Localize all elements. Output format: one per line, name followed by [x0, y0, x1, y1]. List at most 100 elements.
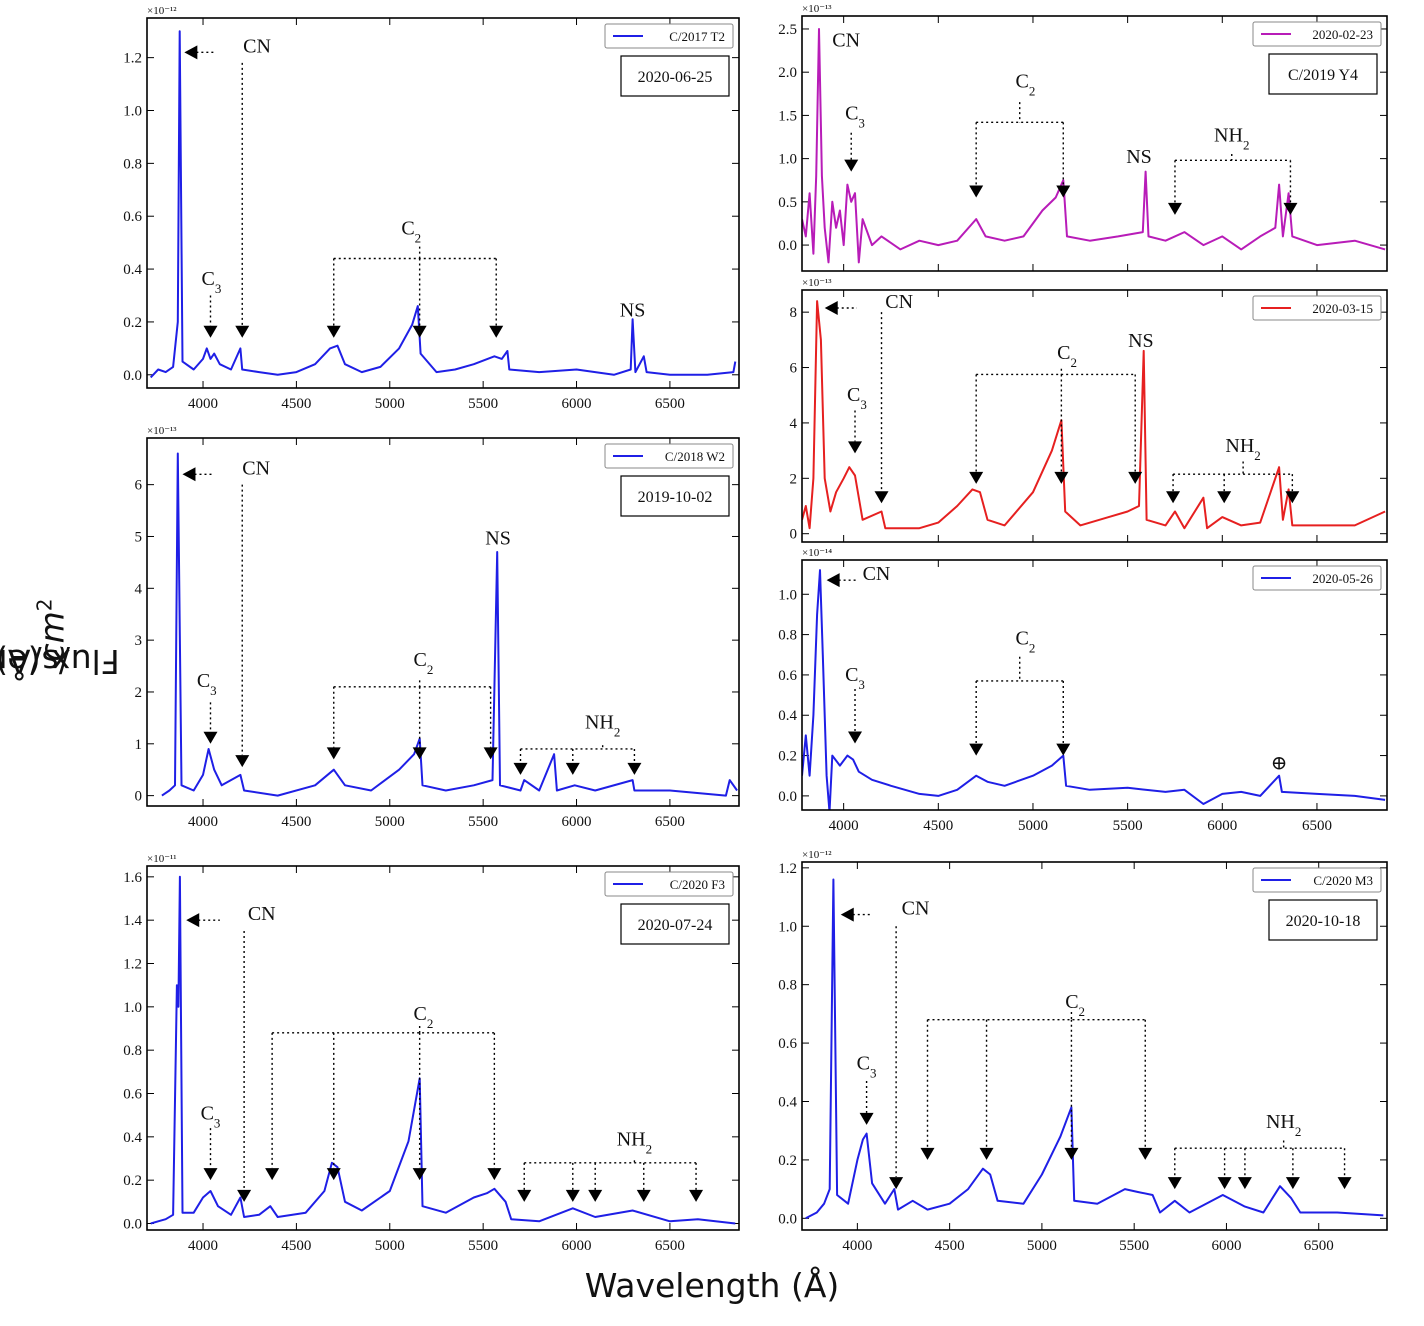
y-tick-label: 0.6 [778, 1036, 797, 1052]
date-label: 2020-06-25 [638, 69, 713, 86]
y-tick-label: 3 [135, 633, 143, 649]
arrowhead [489, 325, 504, 338]
y-tick-label: 6 [135, 478, 143, 494]
y-tick-label: 0.0 [123, 1217, 142, 1233]
y-tick-label: 0.2 [123, 315, 142, 331]
species-label: CN [902, 898, 930, 920]
plot-frame [146, 437, 740, 807]
arrowhead [1337, 1177, 1352, 1190]
arrowhead [1285, 1177, 1300, 1190]
arrowhead [235, 325, 250, 338]
panel-bottom-left: 4000 4500 5000 5500 6000 6500 0.0 0.2 0.4 0.6 0.8 1… [123, 853, 740, 1254]
legend-label: C/2017 T2 [669, 29, 725, 44]
arrowhead [412, 747, 427, 760]
species-label: CN [248, 903, 276, 925]
y-tick-label: 1.6 [123, 870, 142, 886]
cn-arrowhead [824, 301, 838, 315]
arrowhead [689, 1189, 704, 1202]
y-tick-label: 0.4 [778, 1094, 797, 1110]
date-label: 2019-10-02 [638, 489, 713, 506]
y-tick-label: 0.8 [778, 978, 797, 994]
y-tick-label: 1.2 [123, 51, 142, 67]
y-tick-label: 0.8 [123, 156, 142, 172]
arrowhead [1237, 1177, 1252, 1190]
arrowhead [237, 1189, 252, 1202]
y-tick-label: 1.4 [123, 913, 142, 929]
y-tick-label: 4 [135, 581, 143, 597]
x-tick-label: 6500 [655, 1238, 685, 1254]
y-tick-label: 0.4 [123, 1130, 142, 1146]
y-tick-label: 0.8 [778, 628, 797, 644]
species-label: C2 [1015, 71, 1035, 99]
species-label: NH2 [617, 1129, 652, 1157]
species-label: C2 [1065, 991, 1085, 1019]
y-tick-label: 0.0 [778, 1211, 797, 1227]
arrowhead [265, 1168, 280, 1181]
x-tick-label: 4500 [935, 1238, 965, 1254]
plot-frame [801, 861, 1388, 1231]
species-label: C2 [1057, 342, 1077, 370]
y-tick-label: 0.6 [123, 209, 142, 225]
plot-frame [801, 289, 1388, 543]
arrowhead [513, 762, 528, 775]
cn-arrowhead [182, 467, 196, 482]
species-label: NS [1126, 146, 1152, 168]
y-tick-label: 1.2 [778, 861, 797, 877]
arrowhead [565, 1189, 580, 1202]
arrowhead [1285, 491, 1300, 504]
species-label: C3 [857, 1052, 877, 1080]
arrowhead [517, 1189, 532, 1202]
species-label: NS [620, 300, 646, 322]
y-tick-label: 0.6 [123, 1087, 142, 1103]
x-tick-label: 5000 [375, 1238, 405, 1254]
y-tick-label: 2.5 [778, 22, 797, 38]
species-label: CN [242, 457, 270, 479]
arrowhead [412, 325, 427, 338]
arrowhead [874, 491, 889, 504]
y-tick-label: 4 [790, 416, 798, 432]
arrowhead [235, 755, 250, 768]
arrowhead [969, 743, 984, 756]
y-tick-label: 0.6 [778, 668, 797, 684]
x-tick-label: 5500 [468, 814, 498, 830]
y-tick-label: 8 [790, 305, 798, 321]
arrowhead [1056, 743, 1071, 756]
legend-label: C/2018 W2 [665, 449, 725, 464]
species-label: NS [1128, 330, 1154, 352]
y-tick-label: 6 [790, 361, 798, 377]
species-label: C3 [201, 1103, 221, 1131]
legend-box [604, 871, 734, 897]
y-tick-label: 1.0 [778, 152, 797, 168]
arrowhead [627, 762, 642, 775]
date-box [620, 55, 730, 97]
legend-box [1252, 21, 1382, 47]
y-tick-label: 2.0 [778, 65, 797, 81]
scale-label: ×10⁻¹¹ [147, 853, 177, 865]
y-tick-label: 0.0 [778, 238, 797, 254]
plot-frame [801, 559, 1388, 811]
panel-top-left: 4000 4500 5000 5500 6000 6500 0.0 0.2 0.4 0.6 0.8 1… [123, 5, 740, 412]
x-tick-label: 4500 [281, 1238, 311, 1254]
x-tick-label: 5500 [1119, 1238, 1149, 1254]
date-label: C/2019 Y4 [1288, 67, 1358, 84]
arrowhead [326, 325, 341, 338]
legend-box [604, 443, 734, 469]
x-tick-label: 6500 [1304, 1238, 1334, 1254]
legend-label: C/2020 F3 [670, 877, 725, 892]
species-label: C2 [1015, 628, 1035, 656]
species-label: C2 [401, 218, 421, 246]
date-box [620, 903, 730, 945]
arrowhead [1128, 471, 1143, 484]
panel-bottom-right: 4000 4500 5000 5500 6000 6500 0.0 0.2 0.4 0.6 0.8 1… [778, 849, 1388, 1254]
arrowhead [979, 1147, 994, 1160]
species-label: C3 [845, 103, 865, 131]
x-tick-label: 6500 [1302, 818, 1332, 834]
species-label: NH2 [585, 711, 620, 739]
y-tick-label: 1.0 [778, 919, 797, 935]
x-tick-label: 4000 [829, 818, 859, 834]
y-tick-label: 1.5 [778, 108, 797, 124]
series-line [150, 875, 736, 1225]
arrowhead [1217, 1177, 1232, 1190]
cn-arrowhead [840, 907, 854, 922]
